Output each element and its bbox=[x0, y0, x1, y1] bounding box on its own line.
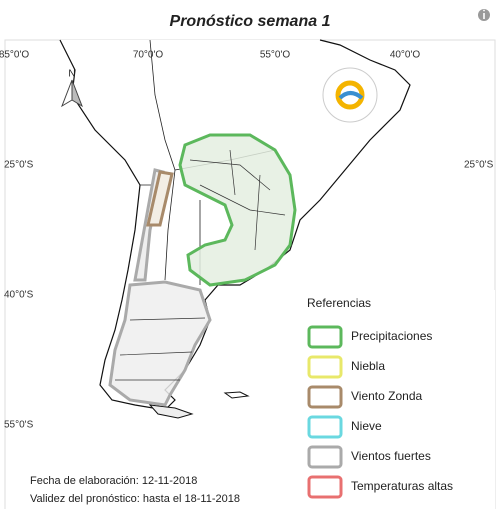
legend-label: Niebla bbox=[351, 359, 385, 373]
longitude-label: 85°0'O bbox=[0, 50, 29, 61]
longitude-label: 70°0'O bbox=[133, 50, 164, 61]
legend-title: Referencias bbox=[307, 296, 371, 310]
logo bbox=[322, 67, 378, 123]
legend-swatch bbox=[307, 325, 343, 349]
legend-label: Vientos fuertes bbox=[351, 449, 431, 463]
longitude-label: 40°0'O bbox=[390, 50, 421, 61]
legend-swatch bbox=[307, 445, 343, 469]
legend-swatch bbox=[307, 475, 343, 499]
latitude-label: 25°0'S bbox=[4, 160, 34, 171]
latitude-label: 55°0'S bbox=[4, 420, 34, 431]
north-label: N bbox=[68, 69, 75, 80]
compass: N bbox=[61, 69, 83, 108]
title: Pronóstico semana 1 bbox=[170, 13, 331, 30]
legend-swatch bbox=[307, 385, 343, 409]
created-date: Fecha de elaboración: 12-11-2018 bbox=[30, 475, 197, 487]
info-icon[interactable] bbox=[478, 9, 490, 21]
legend-label: Viento Zonda bbox=[351, 389, 422, 403]
longitude-label: 55°0'O bbox=[260, 50, 291, 61]
validity-date: Validez del pronóstico: hasta el 18-11-2… bbox=[30, 493, 240, 505]
legend-swatch bbox=[307, 355, 343, 379]
legend-label: Temperaturas altas bbox=[351, 479, 453, 493]
map-shapes bbox=[59, 39, 411, 419]
legend-label: Nieve bbox=[351, 419, 382, 433]
latitude-label: 40°0'S bbox=[4, 290, 34, 301]
legend-label: Precipitaciones bbox=[351, 329, 432, 343]
legend-swatch bbox=[307, 415, 343, 439]
legend: Precipitaciones Niebla Viento Zonda Nieve Vi… bbox=[307, 325, 453, 499]
latitude-label: 25°0'S bbox=[464, 160, 494, 171]
